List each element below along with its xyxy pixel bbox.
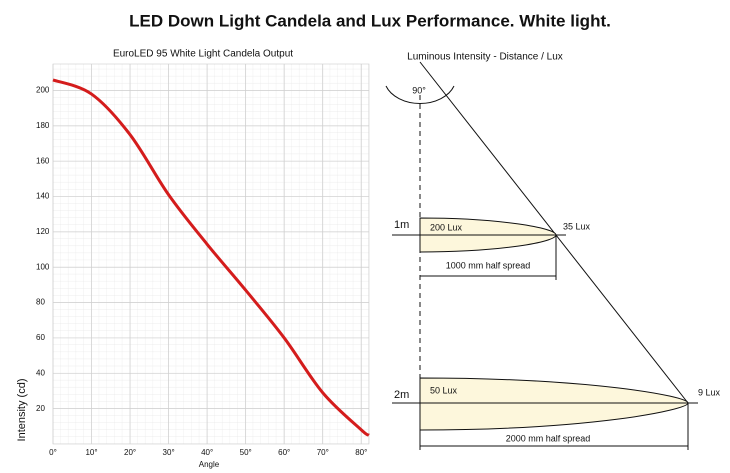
center-lux: 50 Lux [430, 385, 458, 395]
y-tick-label: 60 [36, 333, 45, 342]
x-axis-label: Angle [199, 460, 220, 469]
y-tick-label: 200 [36, 86, 50, 95]
center-lux: 200 Lux [430, 222, 463, 232]
diagram [385, 61, 698, 450]
chart-title: EuroLED 95 White Light Candela Output [113, 49, 293, 60]
y-tick-label: 100 [36, 262, 50, 271]
y-axis-label: Intensity (cd) [16, 379, 28, 442]
y-tick-label: 180 [36, 121, 50, 130]
y-tick-label: 80 [36, 298, 45, 307]
spread-label: 1000 mm half spread [446, 260, 531, 270]
edge-lux: 35 Lux [563, 221, 591, 231]
x-tick-label: 50° [240, 448, 252, 457]
plot: 20 40 60 80 100 120 140 160 180 200 0° 10° 20° 30° 40°… [36, 64, 370, 457]
y-tick-label: 140 [36, 192, 50, 201]
x-tick-label: 30° [163, 448, 175, 457]
x-tick-label: 20° [124, 448, 136, 457]
plot-area [52, 63, 370, 445]
y-tick-label: 160 [36, 156, 50, 165]
x-tick-label: 80° [355, 448, 367, 457]
distance-label: 2m [394, 389, 409, 401]
y-tick-label: 20 [36, 404, 45, 413]
distance-label: 1m [394, 219, 409, 231]
y-tick-label: 40 [36, 368, 45, 377]
x-tick-label: 60° [278, 448, 290, 457]
x-tick-label: 0° [49, 448, 57, 457]
x-tick-label: 40° [201, 448, 213, 457]
spread-label: 2000 mm half spread [506, 433, 591, 443]
y-tick-label: 120 [36, 227, 50, 236]
x-tick-label: 10° [85, 448, 97, 457]
angle-label: 90° [412, 85, 426, 95]
lux-ellipse [419, 377, 689, 431]
angle-arc [385, 85, 455, 104]
page-title: LED Down Light Candela and Lux Performan… [129, 11, 611, 30]
edge-lux: 9 Lux [698, 387, 721, 397]
series-line [52, 78, 370, 437]
x-tick-label: 70° [317, 448, 329, 457]
diagram-title: Luminous Intensity - Distance / Lux [407, 52, 563, 63]
